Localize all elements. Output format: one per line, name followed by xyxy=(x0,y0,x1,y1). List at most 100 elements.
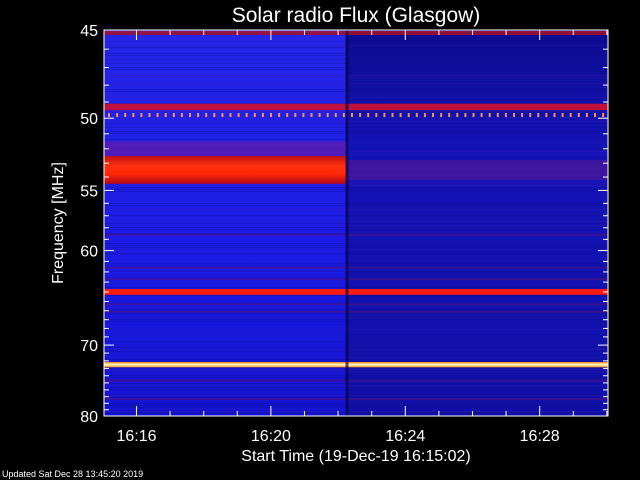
dot-mark xyxy=(124,113,127,118)
dot-mark xyxy=(432,113,434,118)
striation xyxy=(104,277,608,278)
striation xyxy=(104,127,608,128)
dot-mark xyxy=(197,113,200,118)
dot-mark xyxy=(140,113,143,118)
dot-mark xyxy=(440,113,443,118)
striation xyxy=(104,55,608,56)
striation xyxy=(104,223,608,224)
striation xyxy=(104,47,608,48)
dot-mark xyxy=(302,113,305,118)
y-tick-label: 50 xyxy=(80,111,98,128)
striation xyxy=(104,67,608,68)
striation xyxy=(104,189,608,190)
dot-mark xyxy=(261,113,264,118)
striation xyxy=(104,121,608,122)
dot-mark xyxy=(594,113,596,118)
dot-mark xyxy=(229,113,232,118)
striation xyxy=(104,183,608,184)
striation xyxy=(104,385,608,386)
striation xyxy=(104,287,608,288)
y-tick-label: 60 xyxy=(80,244,98,261)
striation xyxy=(104,411,608,412)
striation xyxy=(104,131,608,132)
striation xyxy=(104,63,608,64)
dot-mark xyxy=(286,113,289,118)
emission-band-halo-0 xyxy=(104,141,347,157)
striation xyxy=(104,295,608,296)
emission-band-1 xyxy=(104,289,608,295)
dot-mark xyxy=(189,113,191,118)
dot-mark xyxy=(448,113,451,118)
striation xyxy=(104,271,608,272)
striation xyxy=(104,227,608,228)
emission-band-2 xyxy=(104,362,608,368)
dot-mark xyxy=(602,113,605,118)
striation xyxy=(104,403,608,404)
spectrogram-plot xyxy=(103,29,609,417)
striation xyxy=(104,310,608,313)
striation xyxy=(104,395,608,396)
top-edge-band xyxy=(104,31,608,35)
striation xyxy=(104,263,608,264)
striation xyxy=(104,405,608,406)
striation xyxy=(104,123,608,124)
dot-mark xyxy=(521,113,524,118)
y-tick-label: 55 xyxy=(80,183,98,200)
x-tick-label: 16:20 xyxy=(251,428,291,445)
striation xyxy=(104,139,608,140)
dot-mark xyxy=(456,113,459,118)
striation xyxy=(104,369,608,370)
dot-mark xyxy=(561,113,564,118)
striation xyxy=(104,349,608,350)
dot-mark xyxy=(504,113,507,118)
dot-mark xyxy=(213,113,216,118)
striation xyxy=(104,209,608,210)
striation xyxy=(104,265,608,266)
dot-mark xyxy=(496,113,499,118)
y-tick-label: 80 xyxy=(80,409,98,426)
dot-mark xyxy=(245,113,248,118)
dot-mark xyxy=(480,113,483,118)
striation xyxy=(104,117,608,118)
background-before-drop xyxy=(104,30,346,416)
striation xyxy=(104,157,608,158)
striation xyxy=(104,357,608,358)
striation xyxy=(104,147,608,148)
striation xyxy=(104,225,608,226)
background-after-drop xyxy=(346,30,608,416)
striation xyxy=(104,203,608,204)
striation xyxy=(104,381,608,382)
dot-mark xyxy=(529,113,532,118)
updated-timestamp: Updated Sat Dec 28 13:45:20 2019 xyxy=(2,469,143,479)
dot-mark xyxy=(537,113,540,118)
dot-mark xyxy=(399,113,402,118)
striation xyxy=(104,83,608,84)
striation xyxy=(104,278,608,281)
striation xyxy=(104,89,608,90)
dot-mark xyxy=(221,113,224,118)
dot-mark xyxy=(342,113,345,118)
dot-mark xyxy=(205,113,208,118)
striation xyxy=(104,361,608,362)
y-tick-label: 70 xyxy=(80,338,98,355)
dot-mark xyxy=(367,113,370,118)
striation xyxy=(104,303,608,306)
dot-mark xyxy=(423,113,426,118)
striation xyxy=(104,317,608,318)
dot-mark xyxy=(488,113,491,118)
dot-mark xyxy=(237,113,240,118)
background-drop-edge xyxy=(345,30,349,416)
striation xyxy=(104,45,608,46)
striation xyxy=(104,309,608,310)
emission-features xyxy=(104,30,608,416)
dot-mark xyxy=(553,113,556,118)
striation xyxy=(104,397,608,398)
striation xyxy=(104,91,608,92)
striation xyxy=(104,59,608,60)
striation xyxy=(104,243,608,244)
dot-mark xyxy=(108,113,110,118)
striation xyxy=(104,379,608,382)
y-axis-ticks: 45 50 55 60 70 80 xyxy=(80,23,608,426)
striation xyxy=(104,389,608,390)
